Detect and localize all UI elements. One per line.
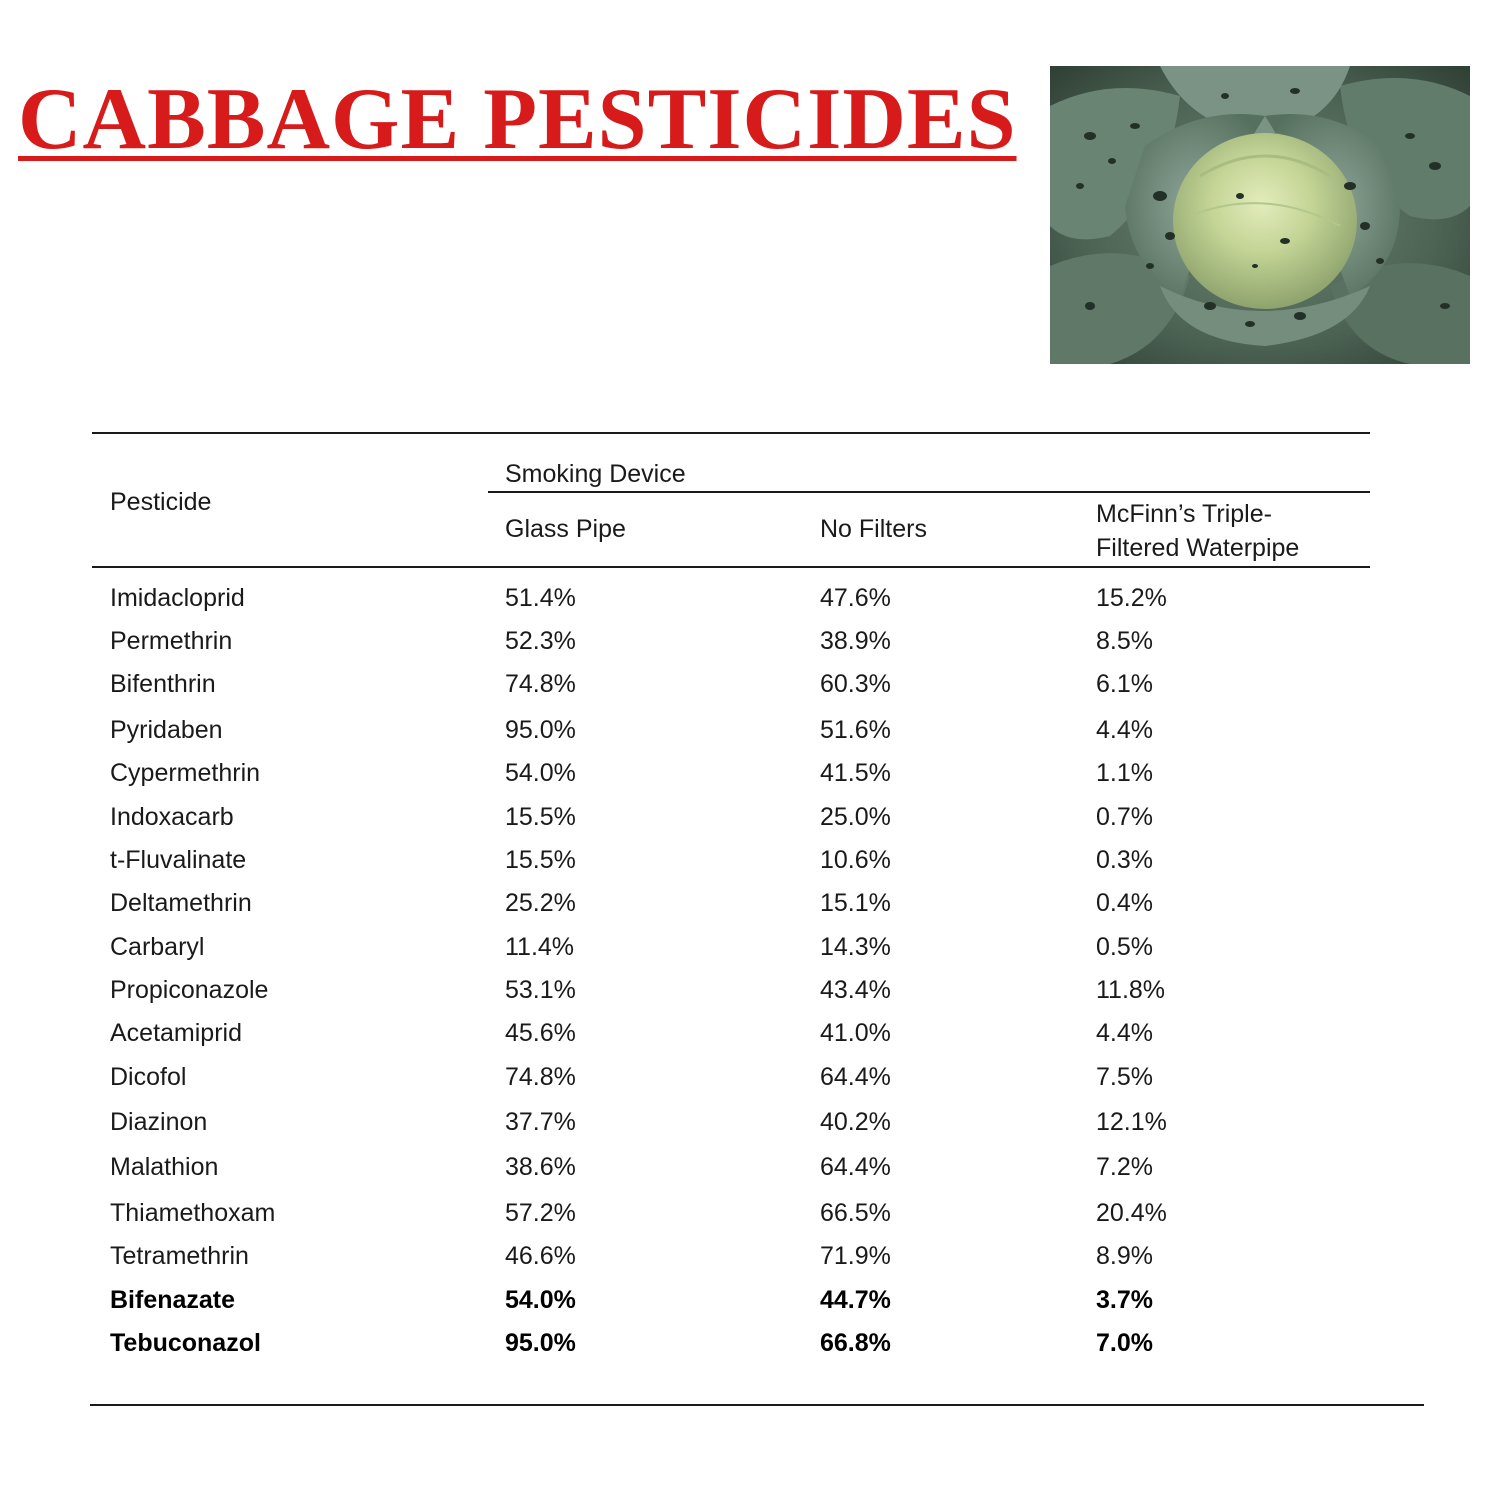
cell-mcfinn: 3.7% (1096, 1286, 1153, 1314)
cell-mcfinn: 0.7% (1096, 803, 1153, 831)
cell-mcfinn: 7.0% (1096, 1329, 1153, 1357)
cell-glass-pipe: 15.5% (505, 803, 576, 831)
cell-mcfinn: 7.2% (1096, 1153, 1153, 1181)
cell-mcfinn: 1.1% (1096, 759, 1153, 787)
cell-pesticide: Diazinon (110, 1108, 208, 1136)
cell-glass-pipe: 25.2% (505, 889, 576, 917)
cell-no-filters: 14.3% (820, 933, 891, 961)
header-pesticide: Pesticide (110, 488, 212, 516)
cell-mcfinn: 0.3% (1096, 846, 1153, 874)
cell-no-filters: 40.2% (820, 1108, 891, 1136)
cell-mcfinn: 6.1% (1096, 670, 1153, 698)
cell-glass-pipe: 74.8% (505, 670, 576, 698)
cell-pesticide: Indoxacarb (110, 803, 234, 831)
cell-no-filters: 41.0% (820, 1019, 891, 1047)
header-bottom-rule (92, 566, 1370, 568)
cell-pesticide: Bifenthrin (110, 670, 216, 698)
cell-glass-pipe: 52.3% (505, 627, 576, 655)
cell-glass-pipe: 74.8% (505, 1063, 576, 1091)
cell-no-filters: 44.7% (820, 1286, 891, 1314)
cell-glass-pipe: 54.0% (505, 759, 576, 787)
cabbage-photo (1050, 66, 1470, 364)
cell-pesticide: Acetamiprid (110, 1019, 242, 1047)
cell-mcfinn: 20.4% (1096, 1199, 1167, 1227)
header-smoking-device: Smoking Device (505, 460, 686, 488)
table-bottom-rule (90, 1404, 1424, 1406)
page-title: CABBAGE PESTICIDES (18, 71, 1017, 168)
cell-glass-pipe: 11.4% (505, 933, 575, 961)
cell-pesticide: Malathion (110, 1153, 219, 1181)
header-mcfinn-line1: McFinn’s Triple- (1096, 500, 1272, 528)
cell-mcfinn: 8.5% (1096, 627, 1153, 655)
header-mcfinn-line2: Filtered Waterpipe (1096, 534, 1300, 562)
cell-glass-pipe: 38.6% (505, 1153, 576, 1181)
cell-no-filters: 47.6% (820, 584, 891, 612)
cell-glass-pipe: 15.5% (505, 846, 576, 874)
cell-glass-pipe: 51.4% (505, 584, 576, 612)
cell-mcfinn: 0.5% (1096, 933, 1153, 961)
cell-pesticide: Tetramethrin (110, 1242, 249, 1270)
cell-no-filters: 15.1% (820, 889, 891, 917)
cell-glass-pipe: 46.6% (505, 1242, 576, 1270)
cell-no-filters: 60.3% (820, 670, 891, 698)
cell-pesticide: Propiconazole (110, 976, 269, 1004)
cell-pesticide: t-Fluvalinate (110, 846, 247, 874)
cell-mcfinn: 15.2% (1096, 584, 1167, 612)
header-no-filters: No Filters (820, 515, 927, 543)
cell-pesticide: Dicofol (110, 1063, 187, 1091)
cell-pesticide: Carbaryl (110, 933, 205, 961)
cell-no-filters: 38.9% (820, 627, 891, 655)
cell-no-filters: 66.5% (820, 1199, 891, 1227)
cell-no-filters: 25.0% (820, 803, 891, 831)
cell-no-filters: 64.4% (820, 1153, 891, 1181)
cell-no-filters: 64.4% (820, 1063, 891, 1091)
cell-no-filters: 10.6% (820, 846, 891, 874)
cell-pesticide: Cypermethrin (110, 759, 261, 787)
cell-mcfinn: 0.4% (1096, 889, 1153, 917)
table-top-rule (92, 432, 1370, 434)
cell-pesticide: Thiamethoxam (110, 1199, 276, 1227)
cell-mcfinn: 8.9% (1096, 1242, 1153, 1270)
cell-no-filters: 51.6% (820, 716, 891, 744)
cell-pesticide: Permethrin (110, 627, 233, 655)
cell-glass-pipe: 95.0% (505, 716, 576, 744)
cell-glass-pipe: 53.1% (505, 976, 576, 1004)
cell-mcfinn: 11.8% (1096, 976, 1166, 1004)
cell-mcfinn: 4.4% (1096, 1019, 1153, 1047)
cell-no-filters: 43.4% (820, 976, 891, 1004)
cell-pesticide: Imidacloprid (110, 584, 245, 612)
cell-no-filters: 41.5% (820, 759, 891, 787)
cell-pesticide: Deltamethrin (110, 889, 252, 917)
cell-no-filters: 71.9% (820, 1242, 891, 1270)
cell-glass-pipe: 54.0% (505, 1286, 576, 1314)
cell-glass-pipe: 37.7% (505, 1108, 576, 1136)
cell-no-filters: 66.8% (820, 1329, 891, 1357)
cell-glass-pipe: 95.0% (505, 1329, 576, 1357)
cell-pesticide: Pyridaben (110, 716, 223, 744)
cell-glass-pipe: 57.2% (505, 1199, 576, 1227)
header-glass-pipe: Glass Pipe (505, 515, 626, 543)
cell-pesticide: Bifenazate (110, 1286, 236, 1314)
cell-glass-pipe: 45.6% (505, 1019, 576, 1047)
group-underline-rule (488, 491, 1370, 493)
cabbage-icon (1050, 66, 1470, 364)
cell-mcfinn: 12.1% (1096, 1108, 1167, 1136)
cell-mcfinn: 7.5% (1096, 1063, 1153, 1091)
cell-pesticide: Tebuconazol (110, 1329, 261, 1357)
cell-mcfinn: 4.4% (1096, 716, 1153, 744)
